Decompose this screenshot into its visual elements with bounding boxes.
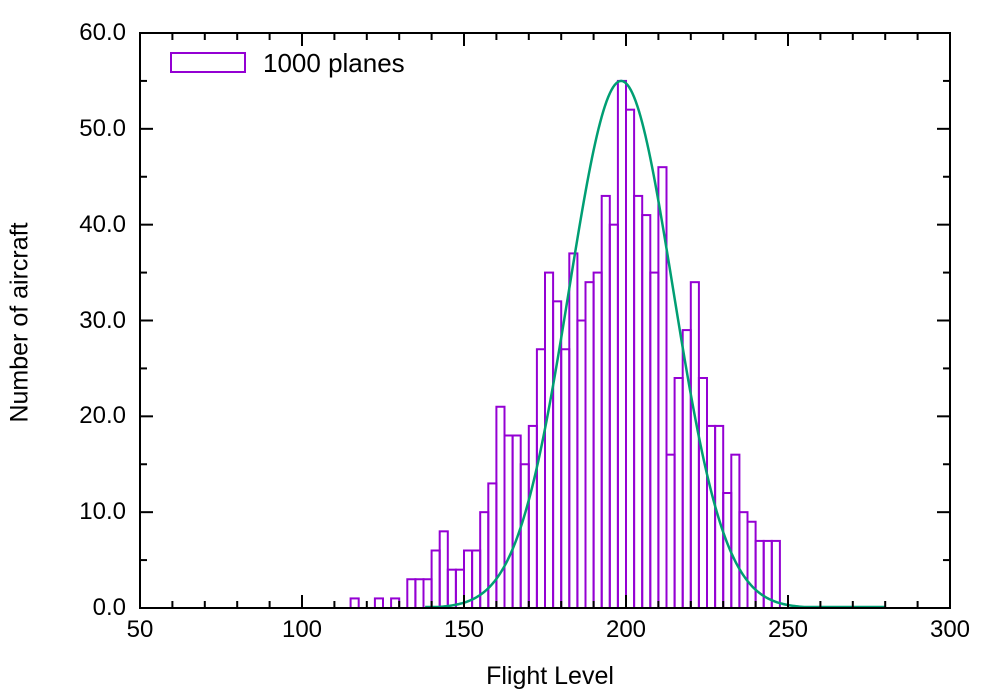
x-tick-label: 150 xyxy=(443,616,485,643)
histogram-bar xyxy=(568,252,579,610)
y-tick-label: 20.0 xyxy=(79,402,126,430)
histogram-bar xyxy=(649,271,660,609)
histogram-bar xyxy=(706,424,717,609)
histogram-bar xyxy=(730,453,741,609)
histogram-bar xyxy=(600,194,611,610)
y-tick-label: 0.0 xyxy=(92,594,126,621)
histogram-bar xyxy=(673,377,684,609)
gaussian-curve xyxy=(425,79,886,609)
histogram-bar xyxy=(535,348,547,609)
histogram-bar xyxy=(503,434,514,609)
histogram-bar xyxy=(770,539,781,610)
histogram-bar xyxy=(625,108,636,610)
x-tick-label: 200 xyxy=(605,616,647,643)
histogram-bar xyxy=(738,511,749,610)
histogram-bar xyxy=(446,568,457,610)
histogram-bar xyxy=(519,463,530,609)
histogram-bar xyxy=(665,453,676,609)
histogram-bar xyxy=(430,549,441,609)
legend-label: 1000 planes xyxy=(263,48,405,78)
y-tick-label: 60.0 xyxy=(79,19,126,46)
histogram-bar xyxy=(616,79,628,609)
histogram-bar xyxy=(438,530,449,609)
y-tick-label: 40.0 xyxy=(79,210,126,238)
histogram-bar xyxy=(584,281,595,609)
histogram-bar xyxy=(390,597,401,610)
histogram-bar xyxy=(544,271,555,609)
histogram-bar xyxy=(641,214,652,609)
histogram-bar xyxy=(608,223,619,610)
histogram-bar xyxy=(349,597,360,610)
histogram-bar xyxy=(657,166,668,610)
x-tick-label: 100 xyxy=(281,616,323,643)
histogram-bar xyxy=(373,597,384,610)
x-tick-label: 250 xyxy=(767,616,809,643)
legend-swatch xyxy=(170,52,246,73)
x-axis-title: Flight Level xyxy=(486,662,614,690)
histogram-bar xyxy=(754,539,765,610)
histogram-bar xyxy=(527,424,538,609)
x-tick-label: 50 xyxy=(126,616,154,643)
histogram-bar xyxy=(560,348,571,609)
histogram-bar xyxy=(422,578,433,609)
histogram-bar xyxy=(697,377,709,609)
histogram-bar xyxy=(689,281,700,609)
histogram-bar xyxy=(633,194,644,610)
y-tick-label: 10.0 xyxy=(79,498,126,526)
histogram-bar xyxy=(576,319,587,609)
histogram-bar xyxy=(487,482,498,609)
histogram-bar xyxy=(592,271,603,609)
y-tick-label: 50.0 xyxy=(79,114,126,142)
histogram-bar xyxy=(746,520,757,609)
histogram-bar xyxy=(511,434,522,609)
histogram-bar xyxy=(406,578,417,609)
y-tick-label: 30.0 xyxy=(79,306,126,334)
x-tick-label: 300 xyxy=(929,616,971,643)
histogram-bar xyxy=(414,578,425,609)
